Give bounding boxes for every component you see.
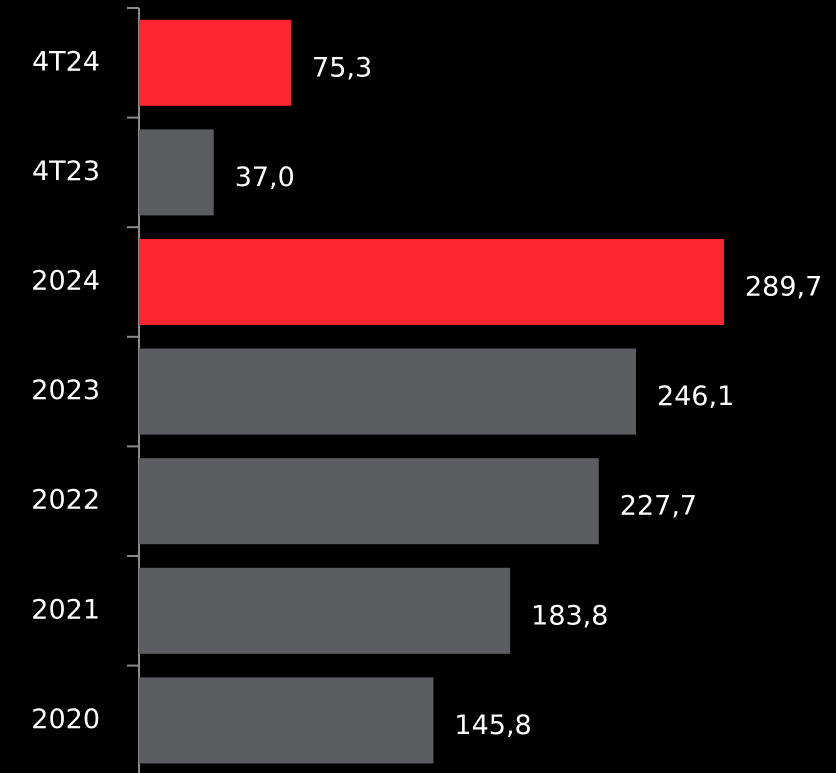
value-label: 37,0 bbox=[235, 162, 295, 193]
bar bbox=[139, 348, 636, 435]
bar bbox=[139, 458, 599, 545]
value-label: 246,1 bbox=[657, 381, 734, 412]
value-label: 289,7 bbox=[745, 272, 822, 303]
value-label: 183,8 bbox=[531, 600, 608, 631]
bar bbox=[139, 19, 292, 106]
bar bbox=[139, 239, 724, 325]
value-label: 145,8 bbox=[454, 710, 531, 741]
y-tick-label: 2024 bbox=[31, 266, 100, 297]
bar bbox=[139, 567, 511, 654]
y-tick-label: 2022 bbox=[31, 485, 100, 516]
bar bbox=[139, 129, 214, 216]
value-label: 227,7 bbox=[620, 491, 697, 522]
y-tick-label: 2020 bbox=[31, 704, 100, 735]
bar bbox=[139, 677, 434, 764]
y-tick-label: 2023 bbox=[31, 375, 100, 406]
y-tick-label: 2021 bbox=[31, 594, 100, 625]
y-tick-label: 4T23 bbox=[32, 156, 100, 187]
y-tick-label: 4T24 bbox=[32, 46, 100, 77]
value-label: 75,3 bbox=[312, 52, 372, 83]
